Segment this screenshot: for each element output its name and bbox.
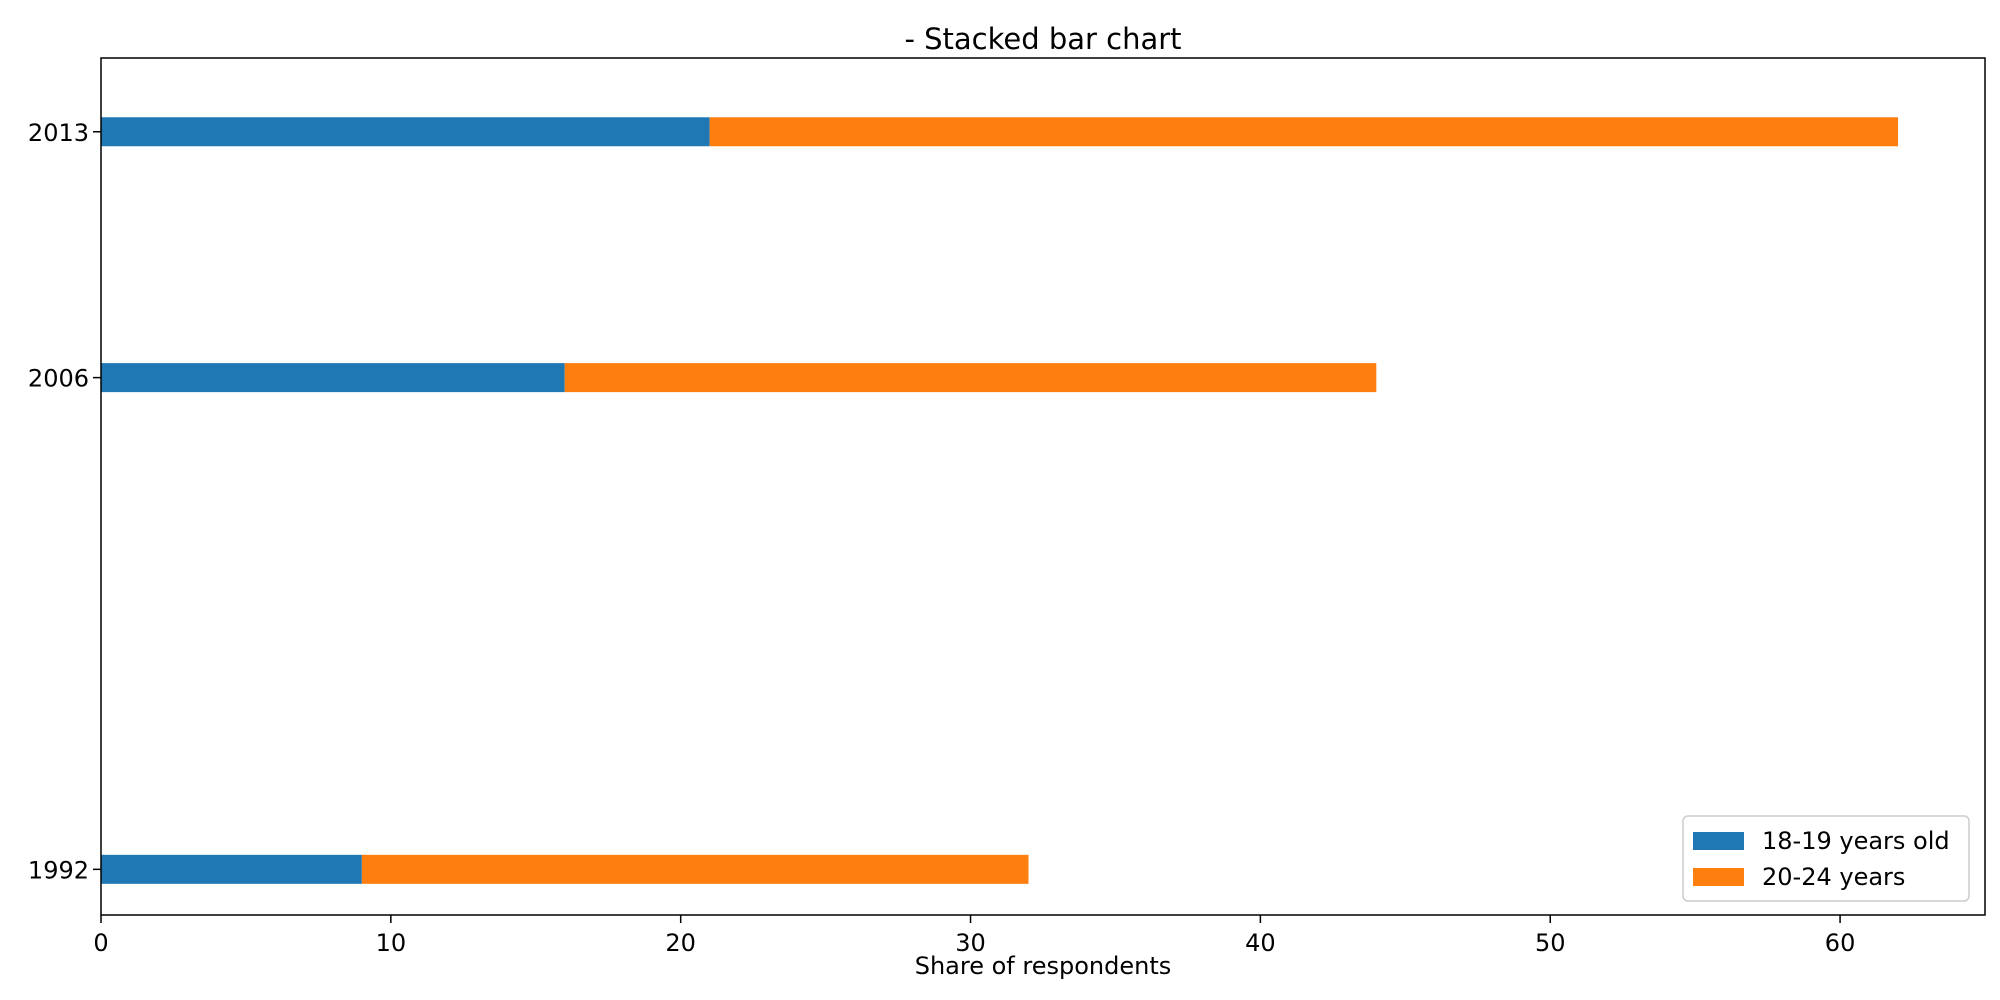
x-tick-label: 40 <box>1245 929 1276 957</box>
x-tick-label: 60 <box>1825 929 1856 957</box>
bar-2013-series-2 <box>709 117 1899 147</box>
legend: 18-19 years old 20-24 years <box>1682 815 1970 902</box>
x-tick-label: 30 <box>955 929 986 957</box>
bar-1992-series-1 <box>101 854 362 884</box>
axes-layer: 0 10 20 30 40 50 60 1992 2006 2013 <box>28 57 1986 957</box>
y-tick-label: 2006 <box>28 365 89 393</box>
x-tick-label: 0 <box>93 929 108 957</box>
bars-layer <box>101 117 1899 884</box>
legend-swatch-2 <box>1693 868 1744 886</box>
legend-label-2: 20-24 years <box>1762 863 1905 891</box>
y-tick-label: 2013 <box>28 119 89 147</box>
legend-swatch-1 <box>1693 832 1744 850</box>
x-tick-label: 50 <box>1535 929 1566 957</box>
x-tick-label: 10 <box>376 929 407 957</box>
bar-2006-series-2 <box>564 363 1377 393</box>
bar-2013-series-1 <box>101 117 710 147</box>
y-tick-label: 1992 <box>28 856 89 884</box>
bar-2006-series-1 <box>101 363 565 393</box>
x-tick-label: 20 <box>665 929 696 957</box>
chart-title: - Stacked bar chart <box>904 22 1181 56</box>
x-axis-title: Share of respondents <box>915 952 1172 980</box>
legend-label-1: 18-19 years old <box>1762 827 1950 855</box>
legend-box <box>1682 815 1970 902</box>
bar-1992-series-2 <box>361 854 1029 884</box>
plot-frame <box>100 57 1986 916</box>
